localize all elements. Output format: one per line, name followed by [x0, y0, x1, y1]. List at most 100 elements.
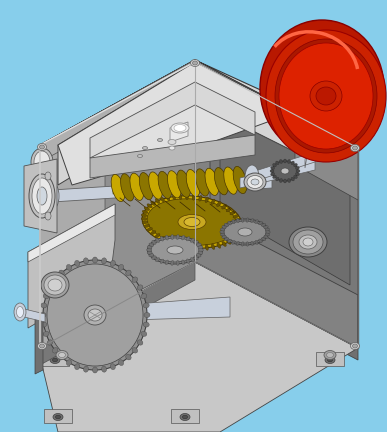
- Ellipse shape: [38, 284, 46, 296]
- Ellipse shape: [147, 248, 151, 251]
- Ellipse shape: [143, 303, 149, 308]
- Ellipse shape: [220, 231, 224, 233]
- Polygon shape: [28, 204, 115, 262]
- Ellipse shape: [246, 241, 249, 246]
- Ellipse shape: [303, 238, 313, 246]
- Ellipse shape: [195, 169, 209, 196]
- Ellipse shape: [43, 331, 49, 337]
- Polygon shape: [90, 135, 255, 178]
- Polygon shape: [195, 60, 358, 348]
- Ellipse shape: [236, 222, 243, 225]
- Ellipse shape: [262, 223, 265, 226]
- Ellipse shape: [217, 202, 221, 206]
- Ellipse shape: [238, 228, 252, 236]
- Ellipse shape: [224, 167, 238, 194]
- Ellipse shape: [48, 188, 56, 204]
- Ellipse shape: [47, 340, 53, 345]
- Ellipse shape: [110, 364, 115, 370]
- Ellipse shape: [259, 221, 262, 225]
- Ellipse shape: [158, 172, 172, 199]
- Polygon shape: [40, 60, 195, 162]
- Ellipse shape: [192, 194, 195, 200]
- Ellipse shape: [142, 210, 148, 213]
- Ellipse shape: [327, 358, 332, 362]
- Ellipse shape: [288, 159, 291, 163]
- Ellipse shape: [271, 166, 275, 169]
- Ellipse shape: [52, 277, 58, 283]
- Ellipse shape: [142, 146, 147, 149]
- Ellipse shape: [205, 168, 219, 195]
- Ellipse shape: [75, 364, 80, 370]
- Ellipse shape: [56, 350, 68, 359]
- Ellipse shape: [160, 197, 164, 202]
- Ellipse shape: [197, 254, 201, 257]
- Ellipse shape: [194, 256, 198, 260]
- Ellipse shape: [141, 217, 147, 220]
- Ellipse shape: [288, 178, 291, 182]
- Ellipse shape: [171, 123, 189, 133]
- Ellipse shape: [174, 124, 186, 131]
- Polygon shape: [38, 262, 195, 360]
- Polygon shape: [220, 82, 350, 285]
- Polygon shape: [35, 315, 43, 374]
- Ellipse shape: [38, 343, 46, 349]
- Ellipse shape: [182, 260, 185, 265]
- Ellipse shape: [141, 331, 147, 337]
- Ellipse shape: [237, 226, 243, 229]
- Ellipse shape: [272, 175, 276, 178]
- Ellipse shape: [58, 353, 65, 358]
- Ellipse shape: [43, 260, 147, 370]
- Ellipse shape: [291, 161, 295, 165]
- Ellipse shape: [142, 196, 242, 248]
- Polygon shape: [90, 82, 255, 158]
- Ellipse shape: [184, 217, 200, 226]
- Ellipse shape: [224, 221, 266, 243]
- Ellipse shape: [139, 172, 153, 200]
- Ellipse shape: [147, 236, 202, 264]
- Ellipse shape: [220, 233, 225, 236]
- Ellipse shape: [279, 159, 283, 163]
- Polygon shape: [195, 262, 358, 360]
- Ellipse shape: [284, 179, 286, 183]
- Ellipse shape: [144, 312, 150, 318]
- Ellipse shape: [296, 169, 300, 172]
- Ellipse shape: [205, 245, 209, 250]
- Ellipse shape: [53, 413, 63, 420]
- Ellipse shape: [29, 274, 55, 306]
- Ellipse shape: [310, 81, 342, 111]
- Ellipse shape: [316, 87, 336, 105]
- Ellipse shape: [232, 241, 235, 245]
- Ellipse shape: [130, 173, 144, 200]
- Ellipse shape: [59, 354, 64, 360]
- Polygon shape: [40, 60, 195, 348]
- Ellipse shape: [137, 155, 142, 158]
- Ellipse shape: [132, 277, 138, 283]
- Ellipse shape: [279, 178, 283, 182]
- Ellipse shape: [111, 175, 125, 202]
- Ellipse shape: [141, 214, 147, 217]
- Ellipse shape: [299, 235, 317, 249]
- Polygon shape: [28, 204, 115, 328]
- Ellipse shape: [84, 305, 106, 325]
- Ellipse shape: [241, 242, 244, 246]
- Ellipse shape: [284, 159, 286, 163]
- Ellipse shape: [178, 215, 206, 229]
- Ellipse shape: [251, 219, 253, 223]
- Ellipse shape: [155, 199, 160, 203]
- Ellipse shape: [177, 170, 190, 197]
- Ellipse shape: [222, 235, 226, 238]
- Ellipse shape: [187, 259, 190, 264]
- Polygon shape: [58, 62, 295, 185]
- Ellipse shape: [34, 151, 50, 173]
- Ellipse shape: [221, 219, 269, 245]
- Ellipse shape: [132, 348, 138, 353]
- Ellipse shape: [84, 366, 89, 372]
- Ellipse shape: [241, 218, 244, 222]
- Ellipse shape: [248, 171, 255, 185]
- Ellipse shape: [192, 244, 195, 250]
- Ellipse shape: [41, 322, 47, 327]
- Ellipse shape: [151, 231, 156, 235]
- Ellipse shape: [295, 172, 299, 176]
- Ellipse shape: [232, 219, 235, 224]
- Ellipse shape: [151, 201, 156, 206]
